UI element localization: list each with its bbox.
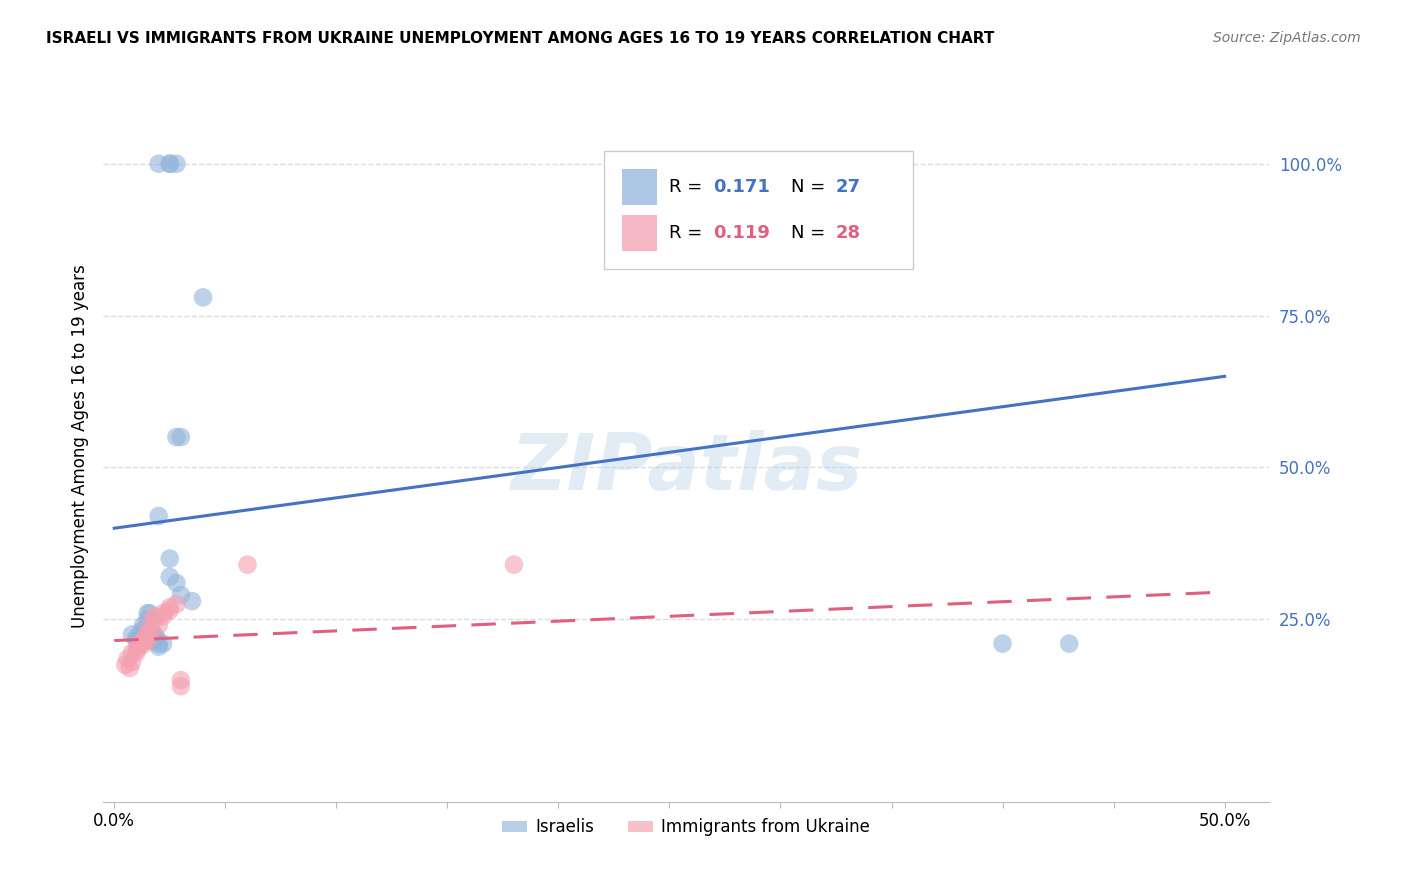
Point (121, 655, 143, 669)
Point (152, 637, 174, 651)
Point (165, 430, 187, 444)
Bar (621, 215, 657, 251)
Point (159, 157, 181, 171)
Point (148, 509, 170, 524)
Point (148, 637, 170, 651)
Point (121, 646, 143, 660)
Point (141, 631, 163, 645)
Point (143, 609, 166, 624)
Point (136, 607, 159, 621)
Point (191, 290, 214, 304)
Point (129, 637, 152, 651)
Point (136, 633, 159, 648)
Text: ISRAELI VS IMMIGRANTS FROM UKRAINE UNEMPLOYMENT AMONG AGES 16 TO 19 YEARS CORREL: ISRAELI VS IMMIGRANTS FROM UKRAINE UNEMP… (46, 31, 995, 46)
Point (165, 575, 187, 590)
Point (132, 618, 155, 632)
Y-axis label: Unemployment Among Ages 16 to 19 years: Unemployment Among Ages 16 to 19 years (72, 264, 89, 628)
Point (128, 640, 150, 654)
Text: 28: 28 (835, 224, 860, 242)
Point (143, 627, 166, 641)
Point (181, 594, 204, 608)
Point (152, 609, 174, 624)
FancyBboxPatch shape (605, 152, 914, 268)
Point (165, 597, 187, 611)
Point (991, 637, 1014, 651)
Point (129, 624, 152, 639)
Text: N =: N = (792, 224, 831, 242)
Text: 0.171: 0.171 (713, 178, 770, 195)
Point (134, 631, 156, 645)
Point (139, 618, 162, 632)
Text: 0.119: 0.119 (713, 224, 770, 242)
Point (125, 631, 148, 645)
Point (503, 558, 526, 572)
Point (148, 157, 170, 171)
Point (132, 633, 155, 648)
Text: N =: N = (792, 178, 831, 195)
Point (132, 638, 155, 652)
Legend: Israelis, Immigrants from Ukraine: Israelis, Immigrants from Ukraine (495, 812, 876, 843)
Point (134, 622, 156, 636)
Point (165, 157, 187, 171)
Point (145, 631, 167, 645)
Point (152, 607, 174, 621)
Text: 27: 27 (835, 178, 860, 195)
Point (143, 612, 166, 626)
Point (121, 627, 143, 641)
Point (125, 642, 148, 657)
Point (117, 652, 139, 666)
Point (236, 558, 259, 572)
Text: Source: ZipAtlas.com: Source: ZipAtlas.com (1213, 31, 1361, 45)
Point (143, 633, 166, 648)
Point (139, 607, 162, 621)
Text: R =: R = (669, 178, 707, 195)
Point (125, 646, 148, 660)
Point (170, 673, 193, 687)
Bar (621, 169, 657, 204)
Point (136, 627, 159, 641)
Point (125, 633, 148, 648)
Text: ZIPatlas: ZIPatlas (510, 430, 862, 506)
Point (114, 657, 136, 672)
Point (159, 600, 181, 615)
Point (170, 588, 193, 602)
Point (159, 157, 181, 171)
Point (170, 430, 193, 444)
Point (170, 679, 193, 693)
Point (148, 640, 170, 654)
Point (139, 618, 162, 632)
Point (118, 661, 141, 675)
Point (148, 618, 170, 632)
Text: R =: R = (669, 224, 707, 242)
Point (159, 603, 181, 617)
Point (159, 551, 181, 566)
Point (159, 570, 181, 584)
Point (136, 612, 159, 626)
Point (139, 624, 162, 639)
Point (1057, 637, 1080, 651)
Point (141, 624, 163, 639)
